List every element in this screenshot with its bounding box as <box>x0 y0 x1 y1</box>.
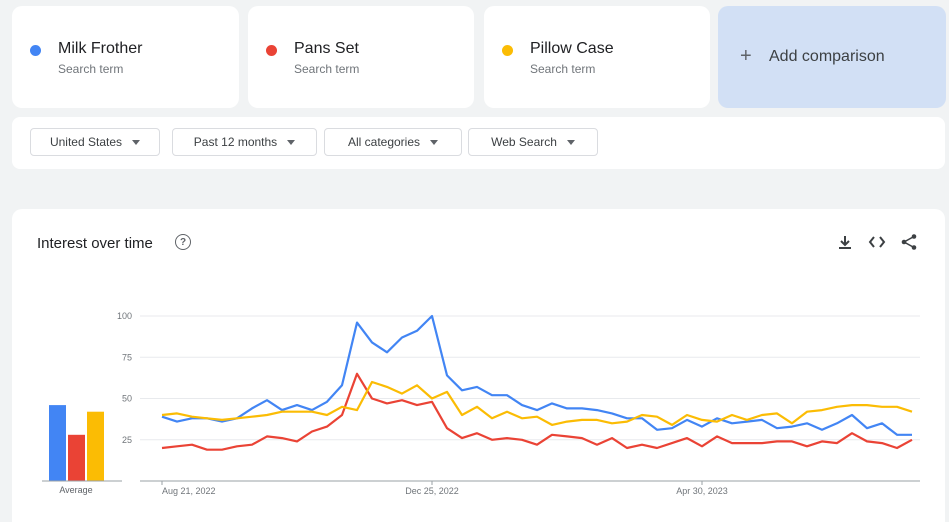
plus-icon: + <box>740 45 752 67</box>
interest-over-time-card: Interest over time ? Average 25 50 75 100 A… <box>12 209 945 522</box>
average-bar-pillow-case <box>87 411 104 481</box>
y-tick-label: 100 <box>117 311 132 321</box>
time-range-dropdown[interactable]: Past 12 months <box>172 128 317 156</box>
average-bar-pans-set <box>68 434 85 481</box>
term-type-label: Search term <box>58 62 124 76</box>
filter-bar: United States Past 12 months All categor… <box>12 117 945 169</box>
add-comparison-label: Add comparison <box>769 48 885 65</box>
term-card-milk-frother[interactable]: Milk Frother Search term <box>12 6 239 108</box>
category-value: All categories <box>347 135 421 149</box>
x-tick-label: Aug 21, 2022 <box>162 486 216 496</box>
x-axis-ticks: Aug 21, 2022 Dec 25, 2022 Apr 30, 2023 <box>161 481 728 496</box>
dropdown-arrow-icon <box>287 139 296 145</box>
share-icon[interactable] <box>900 233 918 251</box>
gridlines: 25 50 75 100 <box>117 311 920 482</box>
series-color-dot <box>30 45 41 56</box>
download-icon[interactable] <box>836 233 854 251</box>
term-type-label: Search term <box>530 62 596 76</box>
interest-chart: Average 25 50 75 100 Aug 21, 2022 Dec 25, 20… <box>42 311 920 496</box>
series-line-milk-frother <box>161 314 912 436</box>
term-name[interactable]: Pans Set <box>294 40 359 57</box>
embed-code-icon[interactable] <box>868 233 886 251</box>
dropdown-arrow-icon <box>132 139 141 145</box>
average-bar-milk-frother <box>49 405 66 481</box>
region-dropdown[interactable]: United States <box>30 128 160 156</box>
series-lines <box>161 314 913 451</box>
term-card-pans-set[interactable]: Pans Set Search term <box>248 6 474 108</box>
chart-title: Interest over time <box>37 235 153 252</box>
help-icon[interactable]: ? <box>175 234 191 250</box>
y-tick-label: 50 <box>122 394 132 404</box>
average-bars <box>49 405 104 481</box>
search-type-dropdown[interactable]: Web Search <box>468 128 598 156</box>
series-line-pillow-case <box>161 380 913 426</box>
average-label: Average <box>59 485 92 495</box>
series-line-pans-set <box>161 372 913 451</box>
term-card-pillow-case[interactable]: Pillow Case Search term <box>484 6 710 108</box>
time-range-value: Past 12 months <box>193 135 278 149</box>
series-color-dot <box>502 45 513 56</box>
term-name[interactable]: Milk Frother <box>58 40 143 57</box>
series-color-dot <box>266 45 277 56</box>
term-name[interactable]: Pillow Case <box>530 40 614 57</box>
category-dropdown[interactable]: All categories <box>324 128 462 156</box>
term-type-label: Search term <box>294 62 360 76</box>
search-type-value: Web Search <box>491 135 557 149</box>
x-tick-label: Apr 30, 2023 <box>676 486 728 496</box>
dropdown-arrow-icon <box>566 139 575 145</box>
y-tick-label: 25 <box>122 435 132 445</box>
add-comparison-button[interactable]: + Add comparison <box>718 6 946 108</box>
dropdown-arrow-icon <box>430 139 439 145</box>
x-tick-label: Dec 25, 2022 <box>405 486 459 496</box>
region-value: United States <box>49 135 123 149</box>
y-tick-label: 75 <box>122 352 132 362</box>
